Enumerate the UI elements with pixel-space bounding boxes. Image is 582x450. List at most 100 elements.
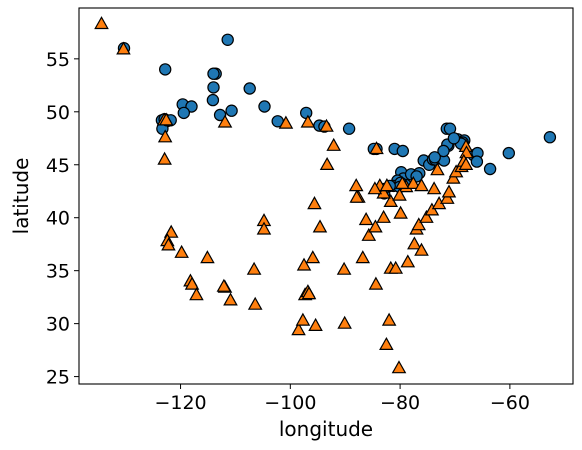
triangle-point-24 bbox=[308, 317, 323, 331]
y-tick-label-1: 30 bbox=[46, 314, 70, 336]
triangle-point-43 bbox=[391, 360, 407, 374]
triangle-point-63 bbox=[426, 181, 442, 195]
triangle-point-38 bbox=[368, 219, 383, 233]
y-tick-label-5: 50 bbox=[46, 102, 70, 124]
triangle-point-51 bbox=[424, 202, 440, 216]
triangle-point-29 bbox=[307, 196, 322, 210]
triangle-point-32 bbox=[337, 315, 352, 329]
circle-point-3 bbox=[243, 82, 256, 95]
y-tick-label-2: 35 bbox=[46, 261, 70, 283]
triangle-point-47 bbox=[407, 236, 422, 250]
y-tick-label-3: 40 bbox=[46, 208, 70, 230]
triangle-point-12 bbox=[189, 287, 204, 301]
circle-point-53 bbox=[470, 155, 484, 168]
triangle-point-4 bbox=[158, 112, 174, 126]
triangle-point-77 bbox=[326, 137, 342, 151]
triangle-point-28 bbox=[312, 219, 328, 233]
triangle-point-54 bbox=[414, 242, 429, 256]
triangle-point-80 bbox=[394, 175, 410, 189]
triangle-point-62 bbox=[414, 178, 429, 192]
triangle-point-50 bbox=[419, 209, 434, 223]
triangle-point-26 bbox=[295, 312, 311, 326]
circle-point-19 bbox=[177, 106, 190, 120]
circle-point-10 bbox=[207, 81, 220, 94]
triangle-point-9 bbox=[174, 244, 189, 258]
triangle-point-41 bbox=[381, 312, 397, 326]
triangle-point-55 bbox=[393, 205, 408, 219]
triangle-point-76 bbox=[319, 118, 334, 132]
triangle-point-25 bbox=[291, 322, 306, 336]
x-tick-label-3: −60 bbox=[490, 392, 530, 414]
triangle-point-56 bbox=[383, 193, 399, 207]
triangle-point-13 bbox=[200, 250, 215, 264]
y-tick-label-0: 25 bbox=[46, 367, 70, 389]
triangle-point-8 bbox=[161, 237, 176, 251]
ticks-layer: −120 −100 −80 −60 25 30 35 40 45 50 55 bbox=[46, 49, 530, 414]
triangle-point-31 bbox=[336, 261, 352, 275]
circle-point-1 bbox=[158, 63, 172, 76]
y-tick-label-6: 55 bbox=[46, 49, 70, 71]
y-tick-label-4: 45 bbox=[46, 155, 70, 177]
triangle-point-27 bbox=[305, 250, 321, 264]
triangle-point-46 bbox=[400, 254, 416, 268]
circle-point-9 bbox=[207, 67, 220, 80]
triangle-point-34 bbox=[348, 178, 364, 192]
circle-point-4 bbox=[258, 100, 271, 113]
circle-point-27 bbox=[396, 144, 409, 158]
triangle-point-42 bbox=[379, 336, 394, 350]
triangle-point-75 bbox=[300, 114, 316, 128]
triangle-point-78 bbox=[369, 141, 384, 155]
circle-point-7 bbox=[206, 93, 220, 107]
triangle-point-40 bbox=[376, 209, 391, 223]
circle-point-2 bbox=[221, 33, 234, 47]
triangle-point-74 bbox=[217, 114, 233, 128]
triangle-point-66 bbox=[446, 170, 461, 184]
x-axis-label: longitude bbox=[279, 417, 373, 441]
triangle-point-21 bbox=[296, 257, 312, 271]
triangle-point-37 bbox=[361, 227, 377, 241]
triangle-point-65 bbox=[441, 184, 457, 198]
circle-point-52 bbox=[483, 162, 497, 176]
triangle-point-39 bbox=[368, 276, 384, 290]
circle-point-12 bbox=[213, 108, 227, 122]
triangle-point-18 bbox=[247, 296, 263, 310]
y-axis-label: latitude bbox=[9, 158, 33, 235]
triangle-point-61 bbox=[405, 175, 421, 189]
triangle-point-11 bbox=[184, 276, 200, 290]
triangle-point-17 bbox=[246, 261, 262, 275]
x-tick-label-0: −120 bbox=[154, 392, 206, 414]
triangle-point-73 bbox=[278, 115, 294, 129]
triangle-point-1 bbox=[116, 41, 131, 55]
plot-frame bbox=[78, 7, 574, 385]
triangle-point-15 bbox=[223, 292, 238, 306]
circle-point-58 bbox=[428, 151, 441, 164]
circle-point-24 bbox=[342, 122, 356, 135]
circle-point-11 bbox=[225, 104, 238, 117]
triangle-point-16 bbox=[216, 278, 232, 292]
triangle-point-59 bbox=[367, 181, 383, 195]
triangle-point-81 bbox=[392, 187, 407, 201]
triangle-point-84 bbox=[301, 286, 317, 300]
triangle-point-35 bbox=[355, 250, 371, 264]
triangle-point-0 bbox=[94, 16, 109, 30]
triangle-point-53 bbox=[439, 190, 455, 204]
triangle-point-36 bbox=[358, 211, 374, 226]
triangle-point-20 bbox=[256, 221, 272, 235]
circle-point-57 bbox=[437, 144, 450, 158]
triangle-point-5 bbox=[157, 151, 172, 165]
circle-point-55 bbox=[543, 130, 557, 144]
triangle-point-45 bbox=[388, 260, 404, 274]
x-tick-label-1: −100 bbox=[264, 392, 316, 414]
points-layer bbox=[94, 16, 557, 374]
triangle-point-72 bbox=[458, 156, 474, 170]
circle-point-64 bbox=[447, 132, 461, 145]
x-tick-label-2: −80 bbox=[380, 392, 420, 414]
triangle-point-30 bbox=[319, 156, 335, 170]
triangle-point-79 bbox=[379, 178, 395, 192]
triangle-point-49 bbox=[411, 217, 427, 231]
triangle-point-3 bbox=[157, 129, 173, 143]
circle-point-21 bbox=[300, 106, 313, 120]
triangle-point-64 bbox=[430, 162, 445, 176]
triangle-point-82 bbox=[349, 189, 365, 203]
